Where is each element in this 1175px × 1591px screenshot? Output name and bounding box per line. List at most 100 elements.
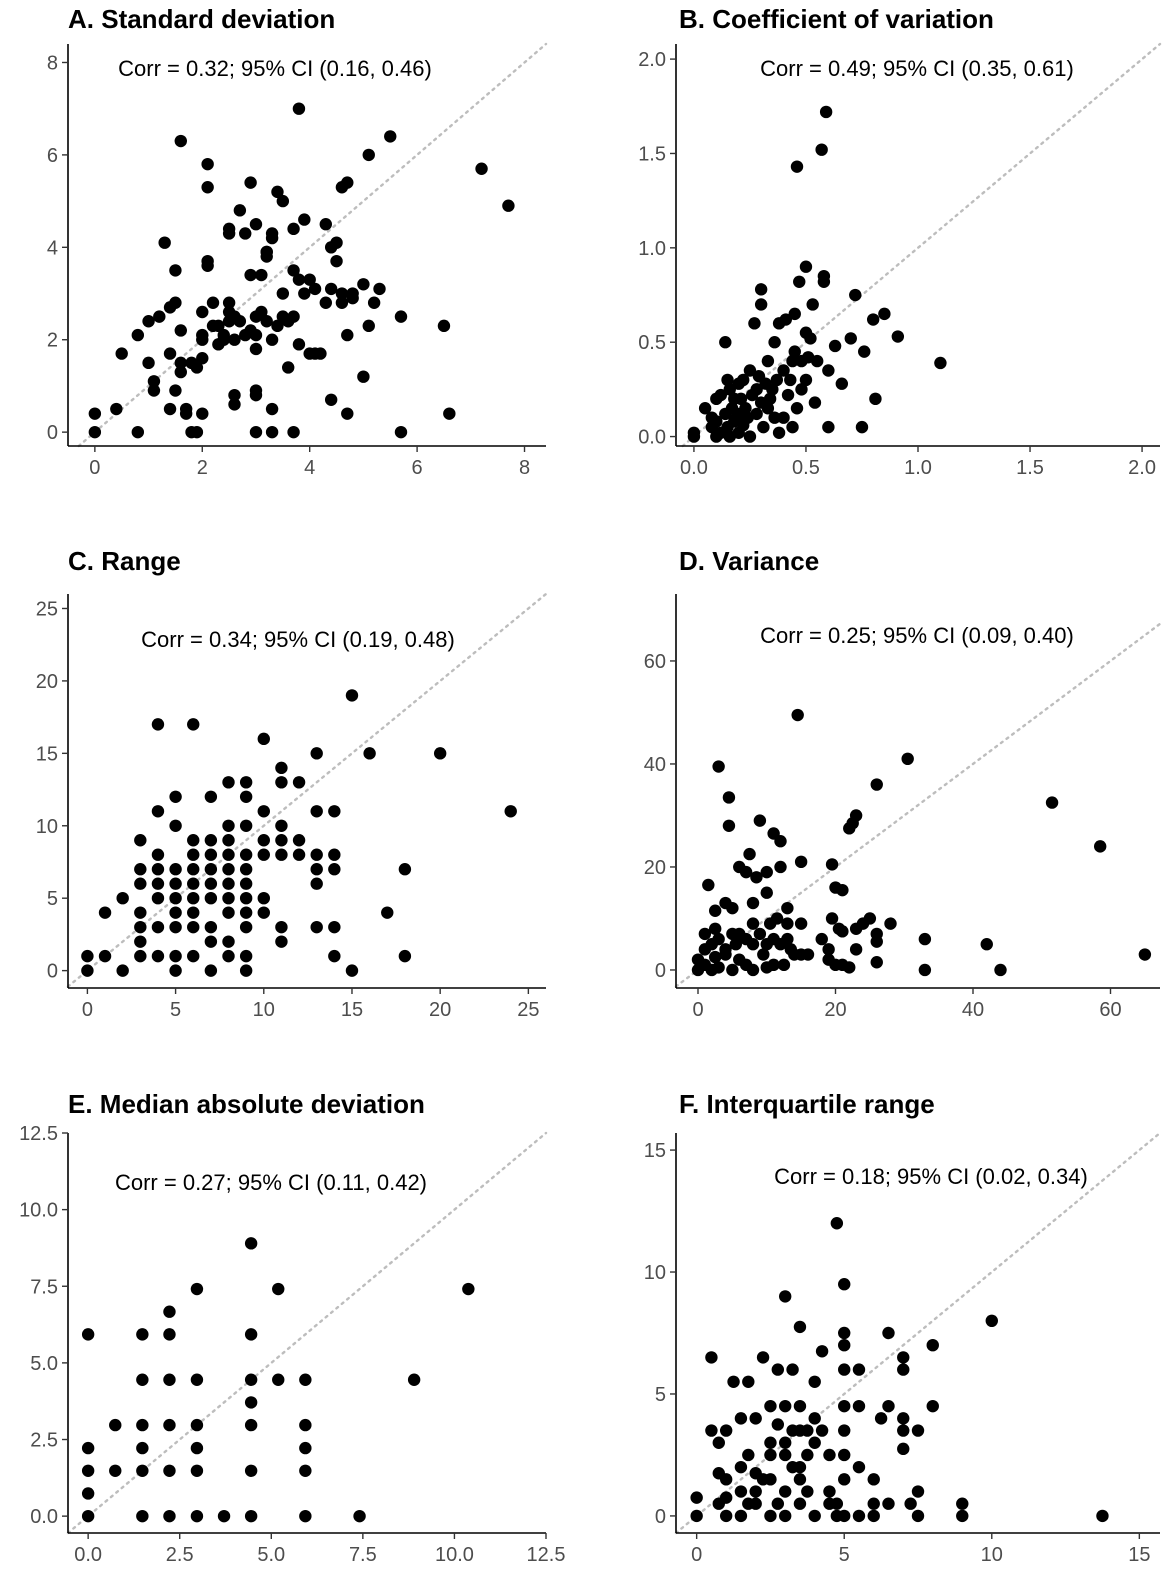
data-point xyxy=(433,747,447,760)
data-point xyxy=(98,949,112,963)
data-point xyxy=(870,927,883,941)
data-point xyxy=(222,296,236,309)
scatter-plot: 0 5 10 15 20 25 0 5 10 15 20 25 Corr = 0.34; 95% CI … xyxy=(36,592,548,1021)
data-point xyxy=(310,877,323,890)
panel-title: B. Coefficient of variation xyxy=(679,4,994,34)
x-tick-label: 6 xyxy=(412,457,423,479)
data-point xyxy=(136,1509,149,1523)
data-point xyxy=(328,848,341,861)
data-point xyxy=(739,865,753,879)
data-point xyxy=(828,339,842,353)
data-point xyxy=(134,877,147,890)
panel-title: F. Interquartile range xyxy=(679,1089,935,1119)
data-point xyxy=(838,1278,851,1291)
data-point xyxy=(131,425,145,439)
data-point xyxy=(770,373,784,387)
data-point xyxy=(838,1338,851,1352)
data-point xyxy=(276,287,290,300)
data-point xyxy=(249,328,263,342)
correlation-annotation: Corr = 0.18; 95% CI (0.02, 0.34) xyxy=(774,1164,1088,1189)
data-point xyxy=(239,877,253,890)
data-point xyxy=(169,906,182,919)
data-point xyxy=(190,1282,204,1296)
data-point xyxy=(282,361,295,374)
data-point xyxy=(244,1328,258,1341)
data-point xyxy=(830,1497,844,1510)
data-point xyxy=(690,1491,703,1504)
data-point xyxy=(767,958,780,972)
data-point xyxy=(754,298,768,311)
x-tick-label: 0.0 xyxy=(74,1544,102,1566)
data-point xyxy=(158,236,171,249)
data-point xyxy=(956,1509,969,1523)
data-point xyxy=(257,834,270,847)
data-point xyxy=(88,425,102,439)
data-point xyxy=(136,1328,149,1341)
data-point xyxy=(793,275,806,289)
data-point xyxy=(239,227,252,240)
data-point xyxy=(110,402,123,416)
data-point xyxy=(869,392,882,406)
data-point xyxy=(151,891,165,905)
correlation-annotation: Corr = 0.25; 95% CI (0.09, 0.40) xyxy=(760,623,1074,648)
data-point xyxy=(763,392,777,406)
data-point xyxy=(244,176,257,189)
x-tick-label: 0 xyxy=(692,999,703,1021)
data-point xyxy=(734,1485,748,1498)
data-point xyxy=(882,1326,895,1340)
data-point xyxy=(134,949,147,963)
panel-b: B. Coefficient of variation 0.0 0.5 1.0 1.5… xyxy=(600,0,1175,480)
data-point xyxy=(204,920,218,934)
data-point xyxy=(357,278,370,291)
data-point xyxy=(777,411,790,424)
data-point xyxy=(786,420,799,434)
reference-line-y-equals-x xyxy=(66,592,548,988)
data-point xyxy=(819,105,833,119)
data-point xyxy=(179,402,193,416)
data-point xyxy=(244,1396,258,1409)
data-point xyxy=(754,283,768,296)
data-point xyxy=(271,185,284,199)
data-point xyxy=(852,1363,866,1376)
data-point xyxy=(134,834,147,847)
panel-e: E. Median absolute deviation 0.0 2.5 5.0 7.… xyxy=(0,1083,565,1591)
data-point xyxy=(760,886,773,899)
data-point xyxy=(98,906,112,919)
data-point xyxy=(705,1424,718,1437)
data-point xyxy=(163,1464,176,1477)
data-point xyxy=(206,296,220,309)
y-tick-label: 0 xyxy=(47,422,58,444)
data-point xyxy=(808,1509,821,1523)
data-point xyxy=(204,848,218,861)
data-point xyxy=(702,878,715,892)
data-point xyxy=(761,402,775,415)
data-point xyxy=(753,814,767,827)
x-tick-label: 7.5 xyxy=(349,1544,377,1566)
data-point xyxy=(217,333,230,346)
data-point xyxy=(222,949,235,963)
data-point xyxy=(151,718,165,731)
data-point xyxy=(746,963,760,977)
data-point xyxy=(901,752,914,766)
data-point xyxy=(341,328,354,342)
data-point xyxy=(823,1448,836,1462)
data-point xyxy=(750,407,763,421)
y-tick-label: 15 xyxy=(644,1140,666,1162)
x-tick-label: 15 xyxy=(1128,1544,1150,1566)
data-point xyxy=(328,949,341,963)
data-point xyxy=(292,834,306,847)
y-tick-label: 0 xyxy=(655,1506,666,1528)
data-point xyxy=(918,932,932,946)
data-point xyxy=(823,1485,836,1498)
data-point xyxy=(746,938,760,951)
data-point xyxy=(169,819,182,832)
data-point xyxy=(911,1424,925,1437)
data-point xyxy=(190,361,204,374)
data-point xyxy=(187,863,200,876)
data-point xyxy=(142,315,155,328)
data-point xyxy=(804,332,817,345)
panel-c: C. Range 0 5 10 15 20 25 0 5 10 15 20 25 Corr = 0.34… xyxy=(0,540,560,1030)
data-point xyxy=(265,333,279,346)
data-point xyxy=(345,689,359,702)
data-point xyxy=(870,956,883,969)
